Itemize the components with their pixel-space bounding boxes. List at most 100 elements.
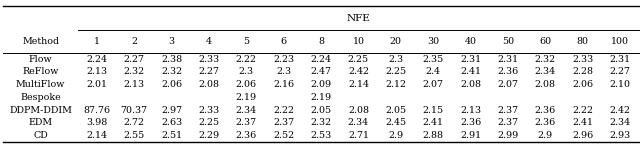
Text: 2.32: 2.32	[310, 118, 332, 127]
Text: 2.25: 2.25	[385, 67, 406, 76]
Text: 2.14: 2.14	[348, 80, 369, 89]
Text: 2.53: 2.53	[310, 131, 332, 140]
Text: 2.08: 2.08	[348, 106, 369, 115]
Text: 1: 1	[94, 37, 100, 46]
Text: Method: Method	[22, 37, 60, 46]
Text: 2.31: 2.31	[497, 55, 518, 64]
Text: 2.06: 2.06	[161, 80, 182, 89]
Text: 3.98: 3.98	[86, 118, 108, 127]
Text: 2.32: 2.32	[161, 67, 182, 76]
Text: 2.37: 2.37	[497, 106, 518, 115]
Text: 2.22: 2.22	[236, 55, 257, 64]
Text: MultiFlow: MultiFlow	[16, 80, 65, 89]
Text: 2.27: 2.27	[609, 67, 630, 76]
Text: 2.22: 2.22	[572, 106, 593, 115]
Text: 2.32: 2.32	[124, 67, 145, 76]
Text: 20: 20	[390, 37, 402, 46]
Text: 2.25: 2.25	[348, 55, 369, 64]
Text: 8: 8	[318, 37, 324, 46]
Text: 5: 5	[243, 37, 250, 46]
Text: 2.34: 2.34	[534, 67, 556, 76]
Text: 2.13: 2.13	[86, 67, 108, 76]
Text: 2.15: 2.15	[422, 106, 444, 115]
Text: 50: 50	[502, 37, 514, 46]
Text: 2.05: 2.05	[385, 106, 406, 115]
Text: 2.08: 2.08	[535, 80, 556, 89]
Text: 2.28: 2.28	[572, 67, 593, 76]
Text: NFE: NFE	[346, 14, 371, 23]
Text: 70.37: 70.37	[120, 106, 148, 115]
Text: 2.45: 2.45	[385, 118, 406, 127]
Text: 2.35: 2.35	[422, 55, 444, 64]
Text: 2.3: 2.3	[239, 67, 254, 76]
Text: 2.9: 2.9	[388, 131, 403, 140]
Text: 2.41: 2.41	[572, 118, 593, 127]
Text: 2.31: 2.31	[609, 55, 630, 64]
Text: 2.71: 2.71	[348, 131, 369, 140]
Text: 2.07: 2.07	[497, 80, 518, 89]
Text: 2.10: 2.10	[609, 80, 630, 89]
Text: 60: 60	[540, 37, 551, 46]
Text: ReFlow: ReFlow	[22, 67, 59, 76]
Text: 2.96: 2.96	[572, 131, 593, 140]
Text: 80: 80	[577, 37, 589, 46]
Text: 2.05: 2.05	[310, 106, 332, 115]
Text: CD: CD	[33, 131, 48, 140]
Text: 2.27: 2.27	[124, 55, 145, 64]
Text: 2.52: 2.52	[273, 131, 294, 140]
Text: 2.36: 2.36	[460, 118, 481, 127]
Text: 2.07: 2.07	[422, 80, 444, 89]
Text: 2.19: 2.19	[236, 93, 257, 102]
Text: 2.31: 2.31	[460, 55, 481, 64]
Text: 2.4: 2.4	[426, 67, 441, 76]
Text: 2.55: 2.55	[124, 131, 145, 140]
Text: 2.99: 2.99	[497, 131, 518, 140]
Text: 2.23: 2.23	[273, 55, 294, 64]
Text: 2.25: 2.25	[198, 118, 220, 127]
Text: 2.36: 2.36	[236, 131, 257, 140]
Text: 2.33: 2.33	[198, 55, 220, 64]
Text: 2.93: 2.93	[609, 131, 630, 140]
Text: 87.76: 87.76	[83, 106, 110, 115]
Text: 2.34: 2.34	[236, 106, 257, 115]
Text: Bespoke: Bespoke	[20, 93, 61, 102]
Text: 2.06: 2.06	[572, 80, 593, 89]
Text: DDPM-DDIM: DDPM-DDIM	[9, 106, 72, 115]
Text: 2.22: 2.22	[273, 106, 294, 115]
Text: 2.27: 2.27	[198, 67, 220, 76]
Text: 100: 100	[611, 37, 629, 46]
Text: 2.91: 2.91	[460, 131, 481, 140]
Text: 2.33: 2.33	[198, 106, 220, 115]
Text: 2.42: 2.42	[348, 67, 369, 76]
Text: 2.13: 2.13	[124, 80, 145, 89]
Text: 2.47: 2.47	[310, 67, 332, 76]
Text: 2.14: 2.14	[86, 131, 108, 140]
Text: 2.38: 2.38	[161, 55, 182, 64]
Text: 2.36: 2.36	[497, 67, 518, 76]
Text: 30: 30	[427, 37, 439, 46]
Text: 2.01: 2.01	[86, 80, 108, 89]
Text: 2.13: 2.13	[460, 106, 481, 115]
Text: 2.24: 2.24	[86, 55, 108, 64]
Text: 2.37: 2.37	[497, 118, 518, 127]
Text: 10: 10	[353, 37, 364, 46]
Text: 2.09: 2.09	[310, 80, 332, 89]
Text: 2.41: 2.41	[460, 67, 481, 76]
Text: 2.06: 2.06	[236, 80, 257, 89]
Text: 2.37: 2.37	[273, 118, 294, 127]
Text: 2.08: 2.08	[198, 80, 220, 89]
Text: 2.9: 2.9	[538, 131, 553, 140]
Text: 2.97: 2.97	[161, 106, 182, 115]
Text: 2.3: 2.3	[388, 55, 403, 64]
Text: 2.33: 2.33	[572, 55, 593, 64]
Text: 2.36: 2.36	[534, 118, 556, 127]
Text: EDM: EDM	[29, 118, 52, 127]
Text: 2.3: 2.3	[276, 67, 291, 76]
Text: 40: 40	[465, 37, 477, 46]
Text: 2: 2	[131, 37, 137, 46]
Text: 2.36: 2.36	[534, 106, 556, 115]
Text: 2.34: 2.34	[348, 118, 369, 127]
Text: 2.41: 2.41	[422, 118, 444, 127]
Text: 2.42: 2.42	[609, 106, 630, 115]
Text: 2.72: 2.72	[124, 118, 145, 127]
